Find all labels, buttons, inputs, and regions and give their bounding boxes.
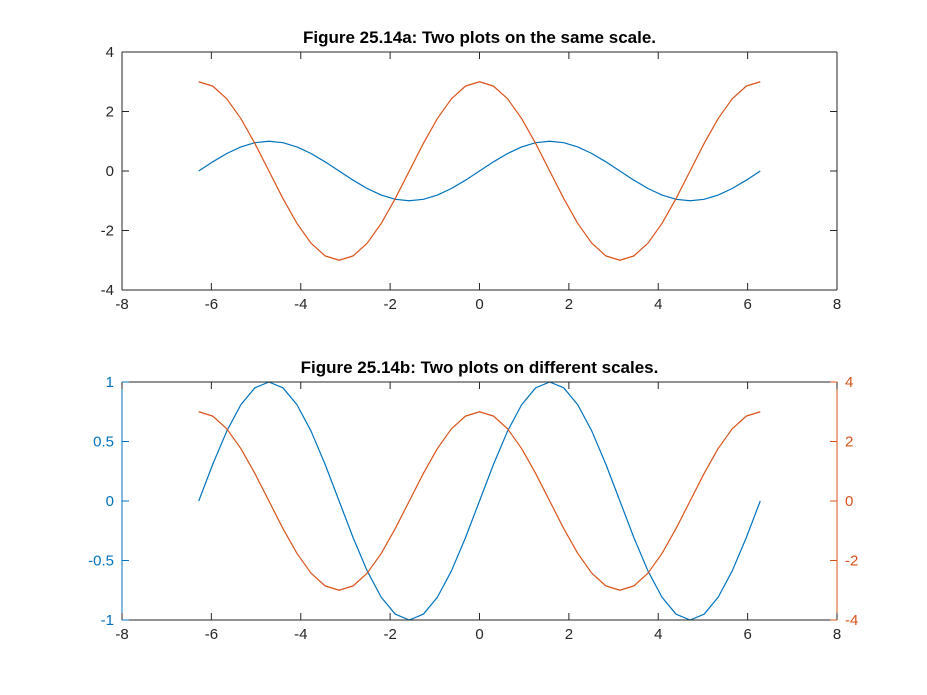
plot-b-y-tick-label: -1 [101, 612, 114, 629]
plot-a-title: Figure 25.14a: Two plots on the same sca… [303, 28, 656, 47]
plot-b-y2-tick-label: 2 [845, 434, 853, 451]
plot-a-x-tick-label: -2 [383, 296, 396, 313]
plot-b-x-tick-label: 8 [833, 626, 841, 643]
plot-a-y-tick-label: -4 [101, 282, 114, 299]
plot-b-x-tick-label: 6 [743, 626, 751, 643]
plot-a-x-tick-label: 2 [565, 296, 573, 313]
plot-a-x-tick-label: 8 [833, 296, 841, 313]
plot-b-y2-tick-label: -4 [845, 612, 858, 629]
plot-a-series-2-line [198, 81, 761, 261]
plot-b-series-1-line [198, 381, 761, 621]
plot-b-y-tick-label: -0.5 [88, 553, 114, 570]
plot-b-series-2-line [198, 411, 761, 591]
plot-b-y2-tick-label: 0 [845, 493, 853, 510]
plot-a: Figure 25.14a: Two plots on the same sca… [101, 28, 842, 313]
plot-b-x-tick-label: -4 [294, 626, 307, 643]
plot-b-x-tick-label: 4 [654, 626, 662, 643]
plot-a-y-tick-label: -2 [101, 223, 114, 240]
plot-a-x-tick-label: -4 [294, 296, 307, 313]
plot-b-y-tick-label: 1 [106, 374, 114, 391]
plot-b-title: Figure 25.14b: Two plots on different sc… [301, 358, 659, 377]
plot-a-x-tick-label: -8 [115, 296, 128, 313]
plot-b-y2-tick-label: -2 [845, 553, 858, 570]
plot-a-y-tick-label: 0 [106, 163, 114, 180]
plot-b-y-tick-label: 0 [106, 493, 114, 510]
plot-b-y2-tick-label: 4 [845, 374, 853, 391]
plot-b-x-tick-label: -6 [205, 626, 218, 643]
plot-b-x-tick-label: -2 [383, 626, 396, 643]
plot-b: Figure 25.14b: Two plots on different sc… [88, 358, 858, 643]
plot-a-series-1-line [198, 140, 761, 202]
plot-a-x-tick-label: 0 [475, 296, 483, 313]
plot-a-y-tick-label: 2 [106, 104, 114, 121]
plot-b-x-tick-label: 0 [475, 626, 483, 643]
plot-b-x-tick-label: 2 [565, 626, 573, 643]
plot-a-x-tick-label: 6 [743, 296, 751, 313]
plot-b-x-tick-label: -8 [115, 626, 128, 643]
plot-a-x-tick-label: 4 [654, 296, 662, 313]
plot-a-y-tick-label: 4 [106, 44, 114, 61]
plot-a-x-tick-label: -6 [205, 296, 218, 313]
plot-b-y-tick-label: 0.5 [93, 434, 114, 451]
